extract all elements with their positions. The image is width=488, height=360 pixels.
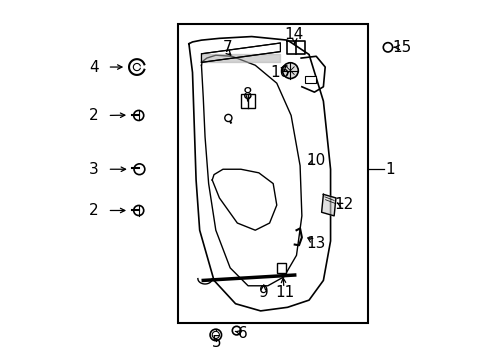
Text: 16: 16	[269, 65, 289, 80]
Text: 10: 10	[306, 153, 325, 168]
Text: 12: 12	[334, 197, 353, 212]
Text: 5: 5	[211, 334, 221, 350]
Text: 1: 1	[384, 162, 394, 177]
Circle shape	[133, 206, 143, 216]
Circle shape	[232, 326, 241, 335]
Text: 7: 7	[222, 40, 232, 55]
Circle shape	[383, 42, 392, 52]
Text: 15: 15	[392, 40, 411, 55]
Circle shape	[133, 111, 143, 121]
Text: 8: 8	[243, 87, 252, 102]
Text: 2: 2	[89, 203, 99, 218]
Text: 14: 14	[284, 27, 303, 42]
Bar	[178, 24, 367, 323]
Polygon shape	[321, 194, 335, 216]
Bar	[276, 263, 285, 273]
Circle shape	[282, 63, 298, 78]
Text: 4: 4	[89, 59, 99, 75]
Text: 2: 2	[89, 108, 99, 123]
Text: 9: 9	[258, 285, 268, 301]
Text: 3: 3	[89, 162, 99, 177]
Circle shape	[134, 164, 144, 175]
Bar	[241, 94, 254, 108]
Circle shape	[210, 329, 221, 341]
Circle shape	[224, 114, 231, 122]
Text: 13: 13	[306, 236, 325, 251]
Text: 11: 11	[275, 285, 294, 301]
Circle shape	[212, 331, 219, 338]
Bar	[304, 76, 315, 83]
Text: 6: 6	[237, 326, 247, 341]
